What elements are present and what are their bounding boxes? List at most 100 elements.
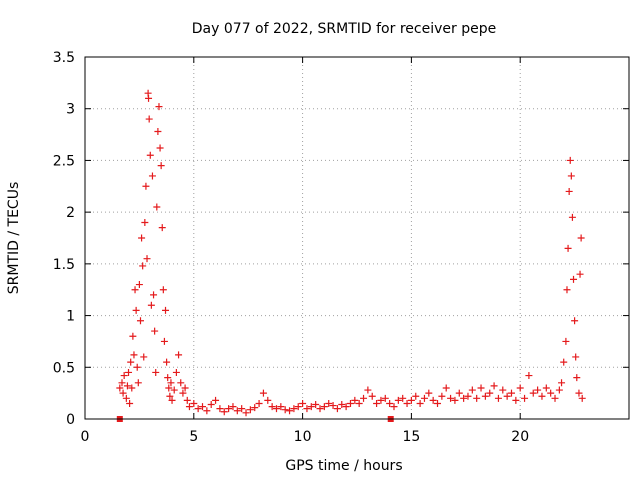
- data-point: [165, 384, 173, 392]
- data-point: [129, 332, 137, 340]
- data-point: [225, 405, 233, 413]
- data-point: [486, 389, 494, 397]
- data-point: [538, 392, 546, 400]
- data-point: [481, 392, 489, 400]
- data-point: [229, 403, 237, 411]
- data-point: [145, 94, 153, 102]
- x-axis-label: GPS time / hours: [285, 458, 402, 474]
- data-point: [145, 115, 153, 123]
- data-point: [565, 187, 573, 195]
- data-point: [148, 172, 156, 180]
- data-point: [525, 372, 533, 380]
- data-point: [451, 396, 459, 404]
- data-point: [141, 218, 149, 226]
- data-point: [199, 403, 207, 411]
- data-point: [194, 405, 202, 413]
- data-point: [135, 281, 143, 289]
- data-point: [125, 368, 133, 376]
- grid-lines: [85, 57, 629, 419]
- data-point: [567, 172, 575, 180]
- data-point: [128, 384, 136, 392]
- data-point: [503, 392, 511, 400]
- data-point: [155, 103, 163, 111]
- data-point: [277, 403, 285, 411]
- data-points: [116, 89, 586, 422]
- y-tick-label: 2: [66, 205, 75, 221]
- data-point: [551, 394, 559, 402]
- data-point: [264, 396, 272, 404]
- x-tick-label: 0: [81, 429, 90, 445]
- data-point: [166, 392, 174, 400]
- data-point: [570, 275, 578, 283]
- data-point: [303, 405, 311, 413]
- y-axis-ticks: 0 0.5 1 1.5 2 2.5 3 3.5: [53, 50, 629, 428]
- data-point: [566, 156, 574, 164]
- data-point: [351, 396, 359, 404]
- data-point: [434, 399, 442, 407]
- data-point: [394, 396, 402, 404]
- y-tick-label: 3: [66, 102, 75, 118]
- data-point: [368, 392, 376, 400]
- x-tick-label: 10: [294, 429, 312, 445]
- data-point: [185, 403, 193, 411]
- plot-frame: [84, 56, 630, 420]
- data-point: [333, 405, 341, 413]
- data-point: [251, 404, 259, 412]
- data-point: [342, 403, 350, 411]
- data-point: [162, 306, 170, 314]
- data-point: [386, 399, 394, 407]
- data-point: [494, 394, 502, 402]
- data-point: [377, 396, 385, 404]
- data-point: [564, 244, 572, 252]
- data-point: [116, 384, 124, 392]
- data-point: [547, 389, 555, 397]
- data-point: [127, 358, 135, 366]
- data-point: [578, 394, 586, 402]
- y-tick-label: 1: [66, 309, 75, 325]
- data-point: [490, 382, 498, 390]
- data-point: [179, 389, 187, 397]
- y-axis-label: SRMTID / TECUs: [6, 182, 22, 295]
- data-point: [464, 392, 472, 400]
- data-point: [407, 396, 415, 404]
- data-point: [329, 402, 337, 410]
- data-point: [259, 389, 267, 397]
- data-point: [281, 406, 289, 414]
- data-point: [320, 403, 328, 411]
- data-point: [460, 394, 468, 402]
- data-point: [134, 379, 142, 387]
- data-point: [153, 203, 161, 211]
- x-tick-label: 15: [402, 429, 420, 445]
- data-point: [238, 405, 246, 413]
- data-point: [167, 379, 175, 387]
- data-point: [136, 317, 144, 325]
- data-point: [146, 151, 154, 159]
- data-point: [152, 368, 160, 376]
- data-point: [555, 386, 563, 394]
- data-point: [312, 401, 320, 409]
- data-point: [442, 384, 450, 392]
- data-point: [534, 386, 542, 394]
- data-point: [160, 337, 168, 345]
- data-point: [477, 384, 485, 392]
- data-point: [156, 144, 164, 152]
- data-point: [150, 291, 158, 299]
- data-point: [130, 351, 138, 359]
- data-point: [360, 394, 368, 402]
- data-point: [138, 234, 146, 242]
- data-point: [139, 262, 147, 270]
- data-point: [468, 386, 476, 394]
- data-point: [346, 399, 354, 407]
- data-point: [118, 379, 126, 387]
- data-point: [190, 399, 198, 407]
- data-point: [286, 407, 294, 415]
- data-point: [473, 394, 481, 402]
- data-point: [172, 368, 180, 376]
- data-point: [268, 403, 276, 411]
- data-point: [325, 399, 333, 407]
- data-point: [562, 337, 570, 345]
- data-point: [170, 386, 178, 394]
- y-tick-label: 1.5: [53, 257, 75, 273]
- data-point: [272, 405, 280, 413]
